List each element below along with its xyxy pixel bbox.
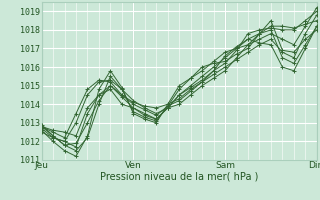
X-axis label: Pression niveau de la mer( hPa ): Pression niveau de la mer( hPa ) — [100, 172, 258, 182]
